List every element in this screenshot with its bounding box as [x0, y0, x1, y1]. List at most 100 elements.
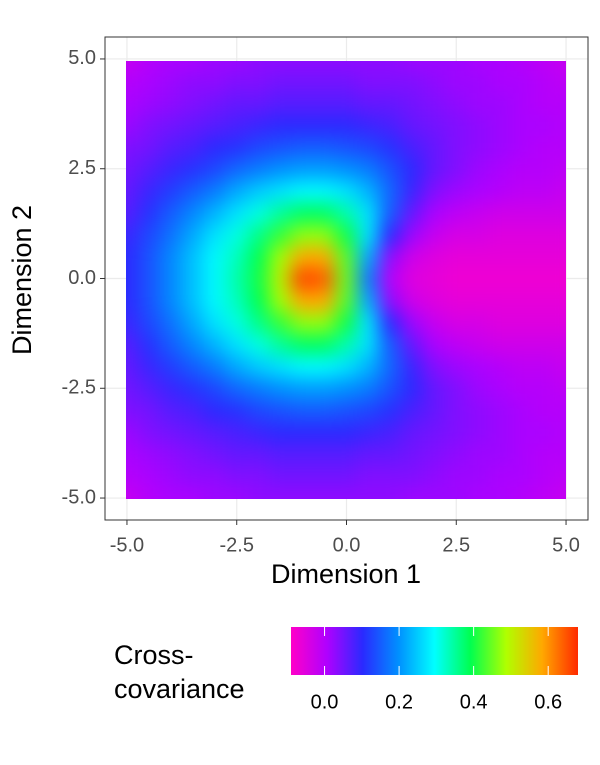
heat-cell: [313, 398, 337, 422]
heat-cell: [356, 267, 380, 290]
heat-cell: [137, 267, 161, 290]
heat-cell: [181, 332, 205, 356]
heat-cell: [225, 310, 249, 334]
heat-cell: [203, 354, 227, 378]
heat-cell: [335, 310, 358, 334]
x-tick-label: -2.5: [219, 534, 253, 556]
heat-cell: [422, 442, 446, 466]
heat-cell: [335, 420, 358, 444]
heat-cell: [378, 267, 402, 290]
heat-cell: [203, 201, 227, 225]
heat-cell: [225, 267, 249, 290]
heat-cell: [510, 442, 534, 466]
heat-cell: [400, 61, 424, 71]
heat-cell: [488, 310, 512, 334]
heat-cell: [356, 91, 380, 115]
colorbar-label: 0.0: [311, 691, 339, 713]
heat-cell: [247, 332, 271, 356]
heat-cell: [335, 245, 358, 269]
heat-cell: [247, 310, 271, 334]
heat-cell: [532, 245, 556, 269]
heat-cell: [181, 201, 205, 225]
heat-cell: [137, 310, 161, 334]
heat-cell: [247, 69, 271, 93]
heat-cell: [291, 179, 315, 203]
heat-cell: [466, 179, 490, 203]
heat-cell: [335, 442, 358, 466]
heat-cell: [356, 288, 380, 312]
heat-cell: [203, 310, 227, 334]
heat-cell: [400, 464, 424, 488]
heat-cell: [225, 69, 249, 93]
heat-cell: [181, 157, 205, 181]
heat-cell: [444, 179, 468, 203]
heat-cell: [269, 420, 293, 444]
heat-cell: [247, 288, 271, 312]
heat-cell: [126, 486, 139, 499]
heat-cell: [532, 201, 556, 225]
heat-cell: [126, 398, 139, 422]
heat-cell: [225, 398, 249, 422]
heat-cell: [444, 223, 468, 247]
heat-cell: [510, 310, 534, 334]
heat-cell: [181, 420, 205, 444]
axes: -5.0 -2.5 0.0 2.5 5.0 -5.0 -2.5 0.0 2.5 5.0: [62, 47, 580, 556]
heat-cell: [422, 310, 446, 334]
heat-cell: [269, 113, 293, 137]
heat-cell: [466, 91, 490, 115]
heat-cell: [335, 113, 358, 137]
heat-cell: [203, 157, 227, 181]
heat-cell: [225, 61, 249, 71]
heat-cell: [269, 157, 293, 181]
heat-cell: [225, 157, 249, 181]
heat-cell: [356, 135, 380, 159]
heat-cell: [181, 91, 205, 115]
heat-cell: [378, 420, 402, 444]
heat-cell: [335, 288, 358, 312]
heat-cell: [400, 201, 424, 225]
heat-cell: [378, 354, 402, 378]
heat-cell: [510, 223, 534, 247]
heat-cell: [554, 267, 566, 290]
heat-cell: [335, 201, 358, 225]
heat-cell: [444, 486, 468, 499]
heat-cell: [159, 442, 183, 466]
heat-cell: [269, 376, 293, 400]
heat-cell: [356, 61, 380, 71]
heat-cell: [203, 135, 227, 159]
heat-cell: [269, 223, 293, 247]
heat-cell: [378, 332, 402, 356]
heat-cell: [291, 223, 315, 247]
heat-cell: [335, 486, 358, 499]
heat-cell: [532, 179, 556, 203]
heat-cell: [247, 135, 271, 159]
heat-cell: [510, 113, 534, 137]
heat-cell: [159, 310, 183, 334]
heat-cell: [510, 135, 534, 159]
heat-cell: [378, 135, 402, 159]
heat-cell: [247, 91, 271, 115]
heat-cell: [291, 245, 315, 269]
heat-cell: [532, 376, 556, 400]
heat-cell: [181, 113, 205, 137]
heat-cell: [335, 354, 358, 378]
heat-cell: [488, 464, 512, 488]
heat-cell: [225, 486, 249, 499]
heat-cell: [422, 420, 446, 444]
heat-cell: [137, 157, 161, 181]
heat-cell: [181, 69, 205, 93]
heat-cell: [554, 464, 566, 488]
heat-cell: [225, 201, 249, 225]
heat-cell: [313, 442, 337, 466]
heat-cell: [225, 288, 249, 312]
heat-cell: [181, 310, 205, 334]
heat-cell: [225, 420, 249, 444]
heat-cell: [532, 223, 556, 247]
y-axis-title: Dimension 2: [7, 205, 37, 355]
heat-cell: [378, 61, 402, 71]
heat-cell: [126, 179, 139, 203]
heat-cell: [422, 135, 446, 159]
heat-cell: [291, 267, 315, 290]
heat-cell: [466, 354, 490, 378]
heat-cell: [159, 91, 183, 115]
